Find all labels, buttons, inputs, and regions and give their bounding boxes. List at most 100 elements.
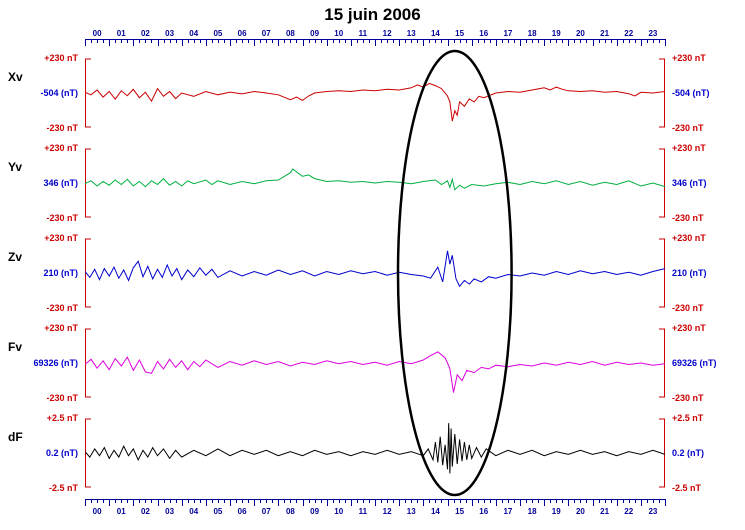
- hour-label: 14: [430, 29, 440, 38]
- scale-top-label: +230 nT: [44, 323, 78, 333]
- hour-label: 21: [600, 29, 610, 38]
- scale-bottom-label: -2.5 nT: [48, 483, 78, 493]
- minor-tick: [507, 39, 509, 43]
- minor-tick: [211, 499, 213, 503]
- hour-label: 02: [140, 29, 150, 38]
- minor-tick: [405, 499, 407, 503]
- hour-label: 19: [551, 29, 561, 38]
- minor-tick: [387, 39, 389, 43]
- minor-tick: [193, 39, 195, 43]
- minor-tick: [652, 499, 654, 503]
- baseline-value-label: 69326 (nT): [672, 358, 717, 368]
- hour-label: 13: [406, 29, 416, 38]
- hour-label: 17: [503, 29, 513, 38]
- minor-tick: [634, 39, 636, 43]
- minor-tick: [91, 499, 93, 503]
- minor-tick: [610, 499, 612, 503]
- minor-tick: [260, 39, 262, 43]
- minor-tick: [272, 499, 274, 503]
- minor-tick: [411, 499, 413, 503]
- scale-top-label: +2.5 nT: [672, 413, 704, 423]
- minor-tick: [574, 39, 576, 43]
- hour-tick: [157, 499, 159, 506]
- scale-bracket: [86, 239, 665, 307]
- panel-stack: +230 nT Xv -504 (nT) -230 nT +230 nT -50…: [0, 48, 745, 498]
- minor-tick: [236, 499, 238, 503]
- scale-bottom-label: -230 nT: [46, 393, 78, 403]
- minor-tick: [284, 39, 286, 43]
- hour-label: 20: [575, 507, 585, 516]
- panel-yv-plot: [85, 138, 665, 228]
- panel-df-plot: [85, 408, 665, 498]
- minor-tick: [646, 39, 648, 43]
- minor-tick: [435, 39, 437, 43]
- hour-tick: [447, 39, 449, 46]
- minor-tick: [236, 39, 238, 43]
- hour-label: 09: [310, 29, 320, 38]
- dF-trace-line: [85, 423, 665, 473]
- minor-tick: [193, 499, 195, 503]
- minor-tick: [477, 39, 479, 43]
- hour-label: 17: [503, 507, 513, 516]
- minor-tick: [242, 499, 244, 503]
- hour-tick: [544, 39, 546, 46]
- minor-tick: [290, 39, 292, 43]
- panel-yv: +230 nT Yv 346 (nT) -230 nT +230 nT 346 …: [0, 138, 745, 228]
- minor-tick: [187, 499, 189, 503]
- hour-label: 10: [334, 507, 344, 516]
- minor-tick: [211, 39, 213, 43]
- Xv-trace-line: [85, 83, 665, 121]
- minor-tick: [526, 499, 528, 503]
- hour-label: 21: [600, 507, 610, 516]
- minor-tick: [248, 39, 250, 43]
- minor-tick: [266, 39, 268, 43]
- minor-tick: [320, 499, 322, 503]
- minor-tick: [175, 39, 177, 43]
- top-hour-axis: 00 01 02 03 04 05 06 07 08 09 10 11 12 13 14 15 16 17 18 19…: [85, 28, 666, 48]
- minor-tick: [634, 499, 636, 503]
- minor-tick: [411, 39, 413, 43]
- hour-tick: [181, 39, 183, 46]
- minor-tick: [459, 39, 461, 43]
- hour-label: 11: [358, 29, 368, 38]
- minor-tick: [187, 39, 189, 43]
- panel-zv-right-labels: +230 nT 210 (nT) -230 nT: [665, 228, 745, 318]
- channel-name: Fv: [8, 340, 23, 354]
- hour-label: 05: [213, 29, 223, 38]
- minor-tick: [429, 39, 431, 43]
- panel-zv: +230 nT Zv 210 (nT) -230 nT +230 nT 210 …: [0, 228, 745, 318]
- channel-name: Yv: [8, 160, 23, 174]
- minor-tick: [308, 499, 310, 503]
- hour-label: 16: [479, 29, 489, 38]
- channel-name: Xv: [8, 70, 23, 84]
- minor-tick: [217, 499, 219, 503]
- minor-tick: [459, 499, 461, 503]
- panel-yv-right-labels: +230 nT 346 (nT) -230 nT: [665, 138, 745, 228]
- minor-tick: [217, 39, 219, 43]
- hour-label: 04: [189, 29, 199, 38]
- hour-label: 14: [430, 507, 440, 516]
- baseline-value-label: 0.2 (nT): [45, 448, 78, 458]
- minor-tick: [290, 499, 292, 503]
- hour-label: 22: [624, 29, 634, 38]
- hour-tick: [568, 39, 570, 46]
- Zv-trace-line: [85, 251, 665, 286]
- minor-tick: [332, 39, 334, 43]
- hour-tick: [592, 39, 594, 46]
- scale-bottom-label: -230 nT: [672, 393, 704, 403]
- minor-tick: [610, 39, 612, 43]
- baseline-value-label: -504 (nT): [672, 88, 710, 98]
- hour-label: 00: [92, 29, 102, 38]
- baseline-value-label: 0.2 (nT): [672, 448, 705, 458]
- panel-df-left-labels: +2.5 nT dF 0.2 (nT) -2.5 nT: [0, 408, 85, 498]
- hour-tick: [85, 499, 86, 506]
- scale-top-label: +230 nT: [672, 233, 706, 243]
- hour-label: 12: [382, 507, 392, 516]
- hour-label: 03: [165, 29, 175, 38]
- minor-tick: [103, 39, 105, 43]
- hour-label: 23: [648, 29, 658, 38]
- minor-tick: [368, 499, 370, 503]
- minor-tick: [622, 499, 624, 503]
- baseline-value-label: 210 (nT): [43, 268, 78, 278]
- hour-tick: [278, 39, 280, 46]
